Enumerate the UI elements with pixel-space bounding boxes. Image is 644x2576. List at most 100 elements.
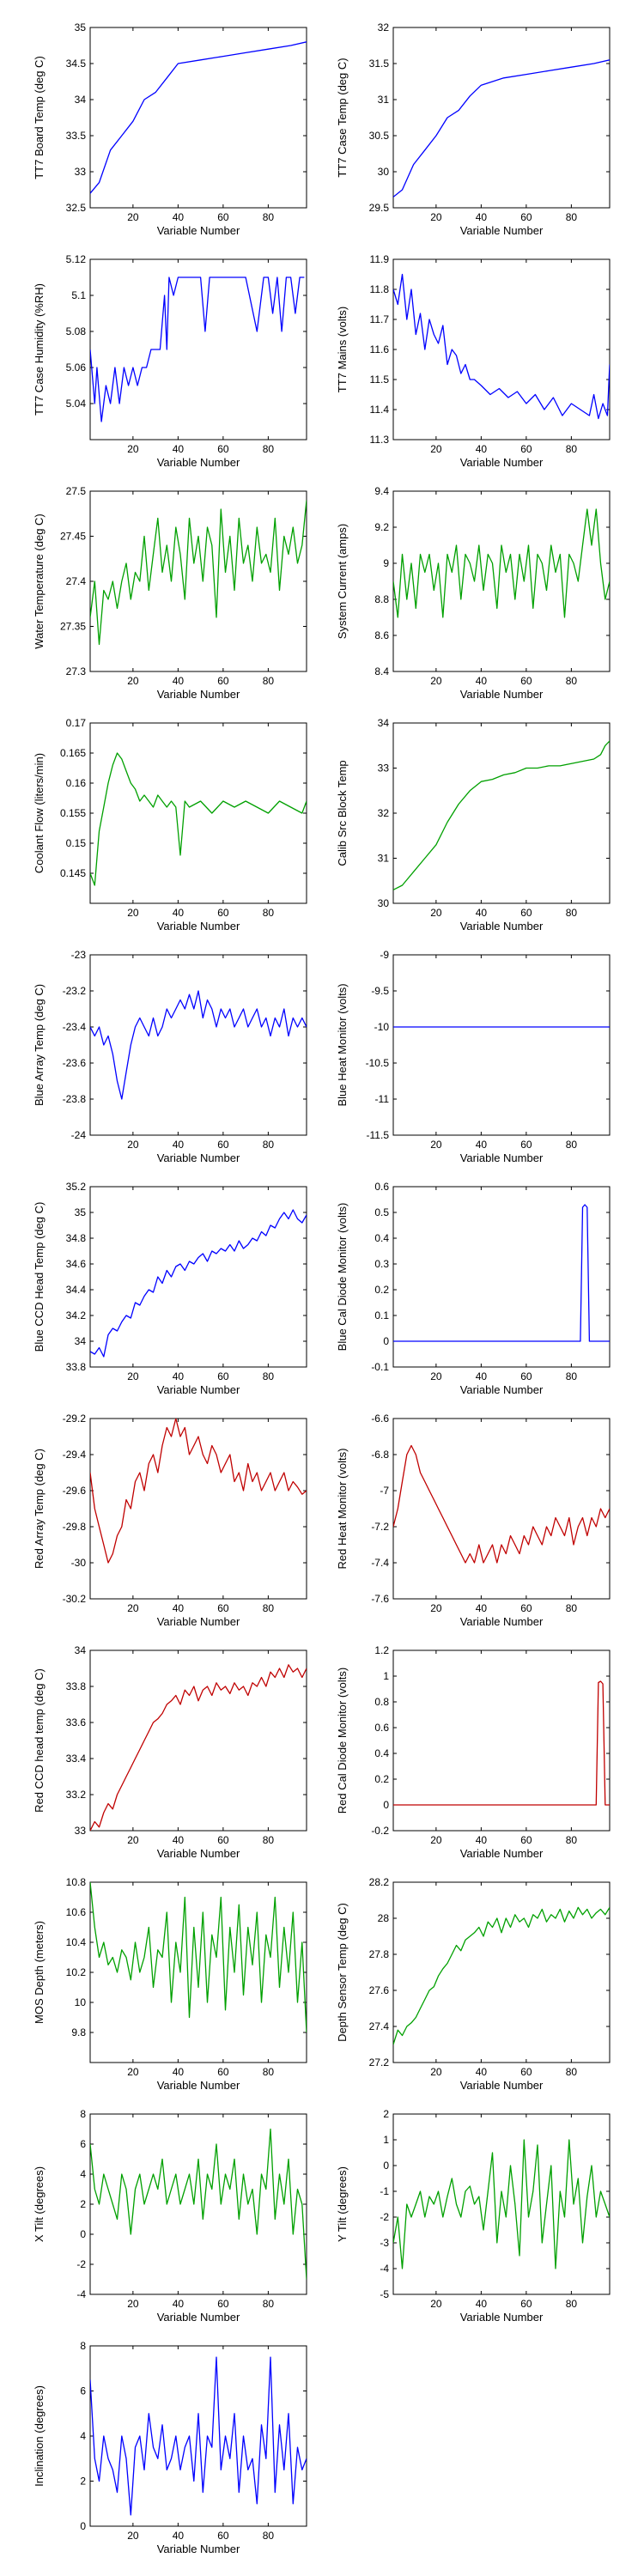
plot-area xyxy=(89,1881,307,2063)
y-tick-label: 8 xyxy=(80,2108,86,2120)
y-tick-label: 0.2 xyxy=(374,1284,389,1296)
y-tick-label: 34.4 xyxy=(66,1284,87,1296)
x-tick-label: 60 xyxy=(217,211,229,223)
x-tick-label: 80 xyxy=(566,1370,578,1382)
x-tick-label: 60 xyxy=(217,1370,229,1382)
x-tick-label: 80 xyxy=(566,1602,578,1614)
x-tick-label: 80 xyxy=(263,1602,275,1614)
y-tick-label: 33 xyxy=(378,762,390,775)
y-tick-label: 32 xyxy=(378,21,390,33)
y-axis-label: Inclination (degrees) xyxy=(33,2385,46,2487)
y-tick-label: 27.8 xyxy=(369,1948,390,1960)
x-tick-label: 40 xyxy=(173,2066,185,2078)
plot-area xyxy=(392,1418,611,1600)
y-tick-label: 9.2 xyxy=(374,521,389,533)
x-tick-label: 80 xyxy=(263,2066,275,2078)
plot-area xyxy=(89,27,307,209)
x-tick-label: 20 xyxy=(430,1370,442,1382)
y-tick-label: -24 xyxy=(71,1129,87,1141)
y-tick-label: 4 xyxy=(80,2430,86,2442)
y-tick-label: 33.4 xyxy=(66,1753,87,1765)
y-tick-label: 0.2 xyxy=(374,1773,389,1785)
x-tick-label: 60 xyxy=(217,443,229,455)
series-line xyxy=(393,1680,610,1806)
x-tick-label: 40 xyxy=(173,443,185,455)
y-axis-label: Blue CCD Head Temp (deg C) xyxy=(33,1202,46,1352)
y-axis-label: Calib Src Block Temp xyxy=(336,760,349,866)
x-tick-label: 60 xyxy=(217,2298,229,2310)
chart-p21: 0 2 4 6 8 20 40 60 80 Variable Number Inclination … xyxy=(33,2340,307,2555)
y-axis-label: Red CCD head temp (deg C) xyxy=(33,1668,46,1813)
y-tick-label: 34.6 xyxy=(66,1258,87,1270)
x-axis-label: Variable Number xyxy=(157,920,240,933)
y-tick-label: 8.6 xyxy=(374,629,389,641)
y-tick-label: 0.145 xyxy=(60,867,86,879)
y-tick-label: 0 xyxy=(80,2228,86,2240)
y-tick-label: 5.06 xyxy=(66,361,87,374)
y-tick-label: -23.2 xyxy=(63,985,87,997)
x-tick-label: 40 xyxy=(173,211,185,223)
x-axis-label: Variable Number xyxy=(157,1847,240,1860)
plot-area xyxy=(392,258,611,440)
y-axis-label: Blue Heat Monitor (volts) xyxy=(336,983,349,1106)
x-axis-label: Variable Number xyxy=(157,1383,240,1396)
series-line xyxy=(90,500,307,646)
series-line xyxy=(393,59,610,197)
x-tick-label: 40 xyxy=(173,675,185,687)
y-tick-label: 10.8 xyxy=(66,1876,87,1888)
x-tick-label: 20 xyxy=(430,907,442,919)
x-tick-label: 80 xyxy=(566,1834,578,1846)
y-tick-label: 30.5 xyxy=(369,130,390,142)
x-tick-label: 40 xyxy=(476,443,488,455)
chart-p17: 9.8 10 10.2 10.4 10.6 10.8 20 40 60 80 Variable Nu… xyxy=(33,1876,307,2092)
y-tick-label: 33.6 xyxy=(66,1716,87,1728)
y-tick-label: 33 xyxy=(75,166,87,178)
x-tick-label: 20 xyxy=(430,675,442,687)
y-tick-label: -7.6 xyxy=(371,1593,389,1605)
x-tick-label: 40 xyxy=(476,1602,488,1614)
x-tick-label: 20 xyxy=(430,211,442,223)
y-tick-label: 1.2 xyxy=(374,1644,389,1656)
y-axis-label: TT7 Case Humidity (%RH) xyxy=(33,283,46,416)
y-tick-label: 10.6 xyxy=(66,1906,87,1918)
y-tick-label: 0.16 xyxy=(66,777,87,789)
y-tick-label: 5.08 xyxy=(66,325,87,337)
y-tick-label: 32.5 xyxy=(66,202,87,214)
y-tick-label: 28 xyxy=(378,1912,390,1924)
chart-p16: -0.2 0 0.2 0.4 0.6 0.8 1 1.2 20 40 60 80 Variable Nu… xyxy=(336,1644,611,1860)
x-tick-label: 40 xyxy=(173,1834,185,1846)
x-tick-label: 40 xyxy=(476,2066,488,2078)
y-tick-label: 34 xyxy=(75,1644,87,1656)
series-line xyxy=(90,1209,307,1358)
series-line xyxy=(393,740,610,890)
y-tick-label: 35.2 xyxy=(66,1181,87,1193)
chart-p1: 32.5 33 33.5 34 34.5 35 20 40 60 80 Variable Numbe… xyxy=(33,21,307,237)
x-tick-label: 60 xyxy=(217,675,229,687)
y-tick-label: 31 xyxy=(378,94,390,106)
y-tick-label: 8.8 xyxy=(374,593,389,605)
plot-area xyxy=(89,954,307,1136)
y-tick-label: 9.4 xyxy=(374,485,389,497)
y-tick-label: 10.4 xyxy=(66,1936,87,1948)
y-axis-label: Red Heat Monitor (volts) xyxy=(336,1449,349,1570)
x-tick-label: 60 xyxy=(217,1139,229,1151)
y-tick-label: 0.5 xyxy=(374,1206,389,1218)
y-tick-label: 27.35 xyxy=(60,621,86,633)
y-tick-label: -1 xyxy=(380,2185,389,2197)
x-tick-label: 40 xyxy=(173,1139,185,1151)
x-tick-label: 40 xyxy=(173,2298,185,2310)
plot-area xyxy=(392,27,611,209)
y-axis-label: Red Array Temp (deg C) xyxy=(33,1449,46,1569)
x-tick-label: 40 xyxy=(173,907,185,919)
x-tick-label: 40 xyxy=(476,1139,488,1151)
x-tick-label: 80 xyxy=(263,907,275,919)
plot-area xyxy=(89,2345,307,2527)
x-axis-label: Variable Number xyxy=(157,456,240,469)
series-line xyxy=(90,1882,307,2033)
x-tick-label: 80 xyxy=(263,1139,275,1151)
y-tick-label: 0.6 xyxy=(374,1722,389,1734)
y-axis-label: Blue Cal Diode Monitor (volts) xyxy=(336,1203,349,1352)
y-tick-label: -7.2 xyxy=(371,1521,389,1533)
x-tick-label: 60 xyxy=(520,1139,532,1151)
